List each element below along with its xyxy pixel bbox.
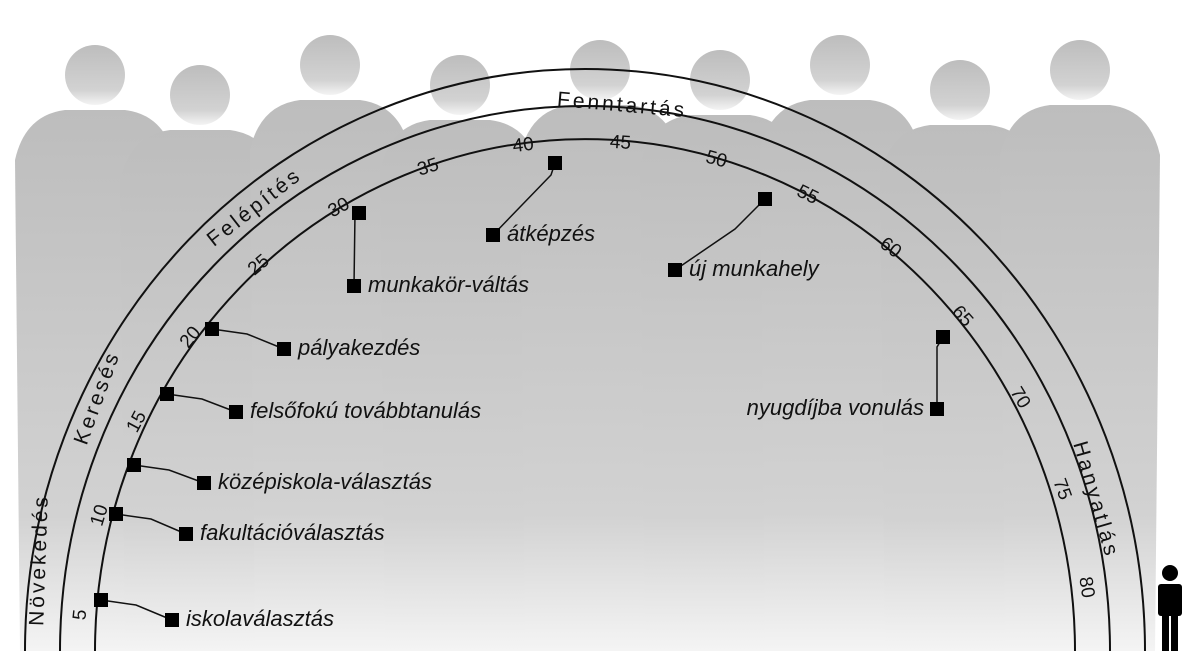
- event-marker: [197, 476, 211, 490]
- silhouette-head: [930, 60, 990, 120]
- event-label: iskolaválasztás: [186, 606, 334, 631]
- event-marker: [548, 156, 562, 170]
- stage-label: Növekedés: [25, 494, 53, 627]
- event-label: középiskola-választás: [218, 469, 432, 494]
- event-marker: [347, 279, 361, 293]
- age-label: 45: [609, 132, 632, 154]
- age-label: 40: [511, 134, 535, 157]
- event-marker: [936, 330, 950, 344]
- silhouette-head: [65, 45, 125, 105]
- event-label: munkakör-váltás: [368, 272, 529, 297]
- event-marker: [930, 402, 944, 416]
- event-label: nyugdíjba vonulás: [747, 395, 924, 420]
- person-icon: [1158, 565, 1182, 651]
- event-marker: [205, 322, 219, 336]
- event-label: felsőfokú továbbtanulás: [250, 398, 481, 423]
- event-label: fakultációválasztás: [200, 520, 385, 545]
- silhouette-head: [690, 50, 750, 110]
- event-marker: [229, 405, 243, 419]
- event-marker: [486, 228, 500, 242]
- event-marker: [179, 527, 193, 541]
- event-marker: [109, 507, 123, 521]
- event-marker: [165, 613, 179, 627]
- event-label: átképzés: [507, 221, 595, 246]
- event-marker: [160, 387, 174, 401]
- silhouette-body: [380, 120, 540, 651]
- age-label: 5: [69, 608, 91, 621]
- silhouette-head: [810, 35, 870, 95]
- career-diagram: Növekedés Keresés Felépítés Fenntartás H…: [0, 0, 1184, 651]
- event-marker: [352, 206, 366, 220]
- event-marker: [94, 593, 108, 607]
- silhouette-head: [430, 55, 490, 115]
- event-marker: [127, 458, 141, 472]
- event-marker: [668, 263, 682, 277]
- event-label: új munkahely: [689, 256, 821, 281]
- event-marker: [277, 342, 291, 356]
- silhouette-head: [170, 65, 230, 125]
- age-label: 80: [1074, 575, 1098, 599]
- event-marker: [758, 192, 772, 206]
- silhouette-head: [1050, 40, 1110, 100]
- event-label: pályakezdés: [297, 335, 420, 360]
- silhouette-head: [300, 35, 360, 95]
